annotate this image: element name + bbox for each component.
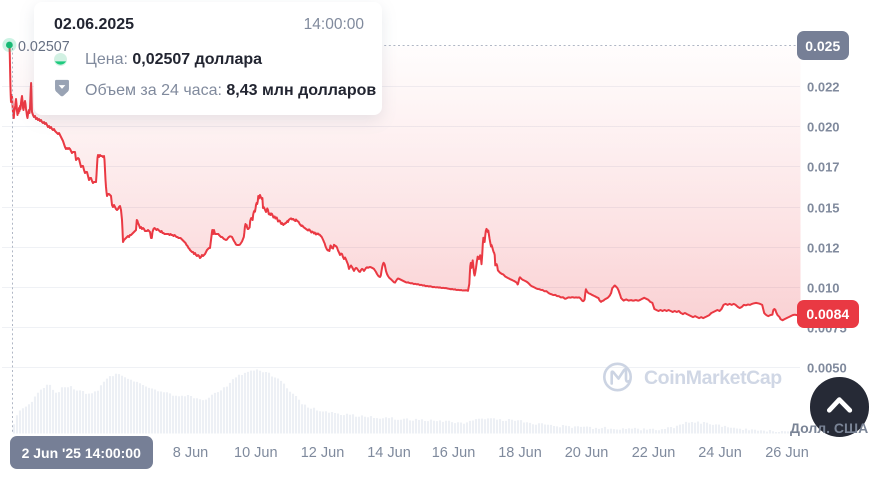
svg-text:CoinMarketCap: CoinMarketCap	[644, 367, 782, 389]
